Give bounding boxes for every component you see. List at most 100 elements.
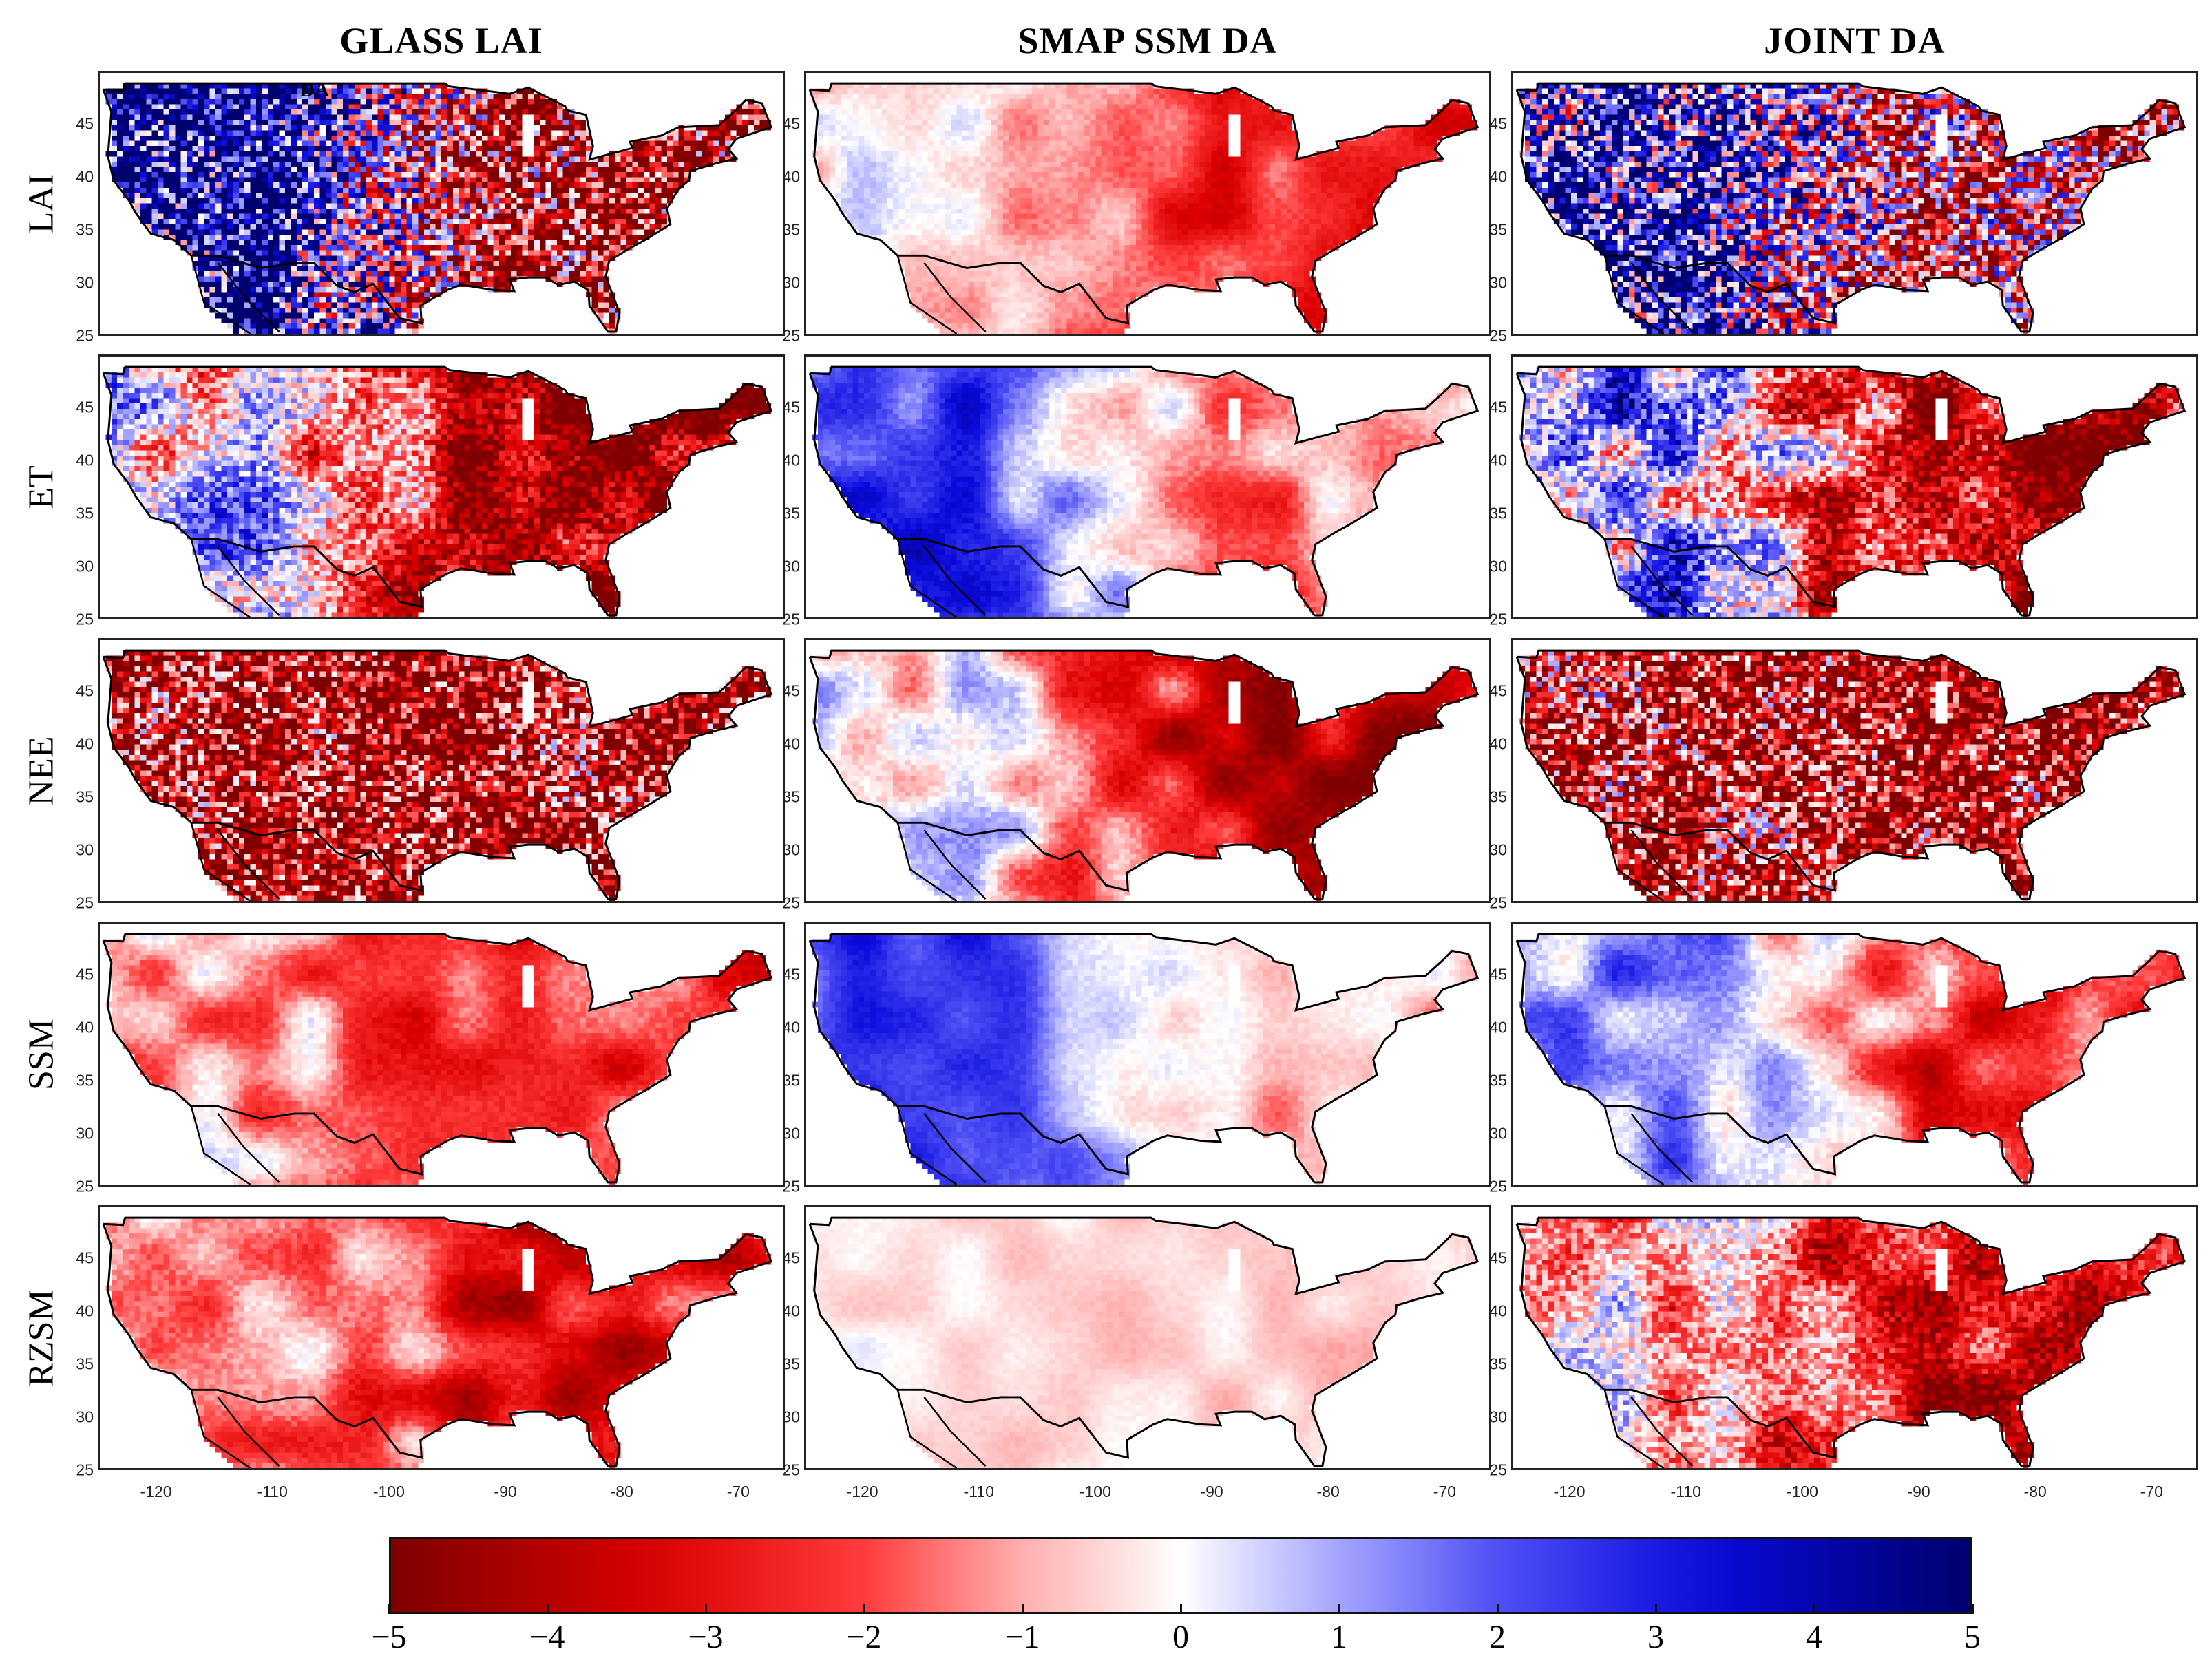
country-border: [102, 82, 773, 333]
x-tick-label: -80: [1316, 1483, 1340, 1500]
baja-coastline: [190, 822, 280, 901]
colorbar-tick-label: 1: [1331, 1619, 1347, 1655]
y-tick-label: 45: [1489, 114, 1507, 133]
y-tick-label: 35: [1489, 220, 1507, 239]
y-tick-label: 35: [76, 504, 94, 522]
colorbar-tick-label: 3: [1647, 1619, 1664, 1655]
baja-coastline: [1603, 1389, 1694, 1468]
country-border: [1515, 933, 2187, 1184]
y-tick-label: 40: [1489, 1018, 1507, 1037]
coastline-overlay: [1515, 1216, 2187, 1468]
y-tick-label: 30: [1489, 840, 1507, 859]
y-tick-label: 35: [782, 504, 800, 522]
y-tick-label: 25: [1489, 1177, 1507, 1196]
x-tick-label: -80: [2023, 1483, 2047, 1500]
y-tick-label: 25: [1489, 610, 1507, 628]
country-border: [808, 82, 1479, 333]
y-tick-label: 25: [782, 326, 800, 345]
y-tick-label: 40: [1489, 1302, 1507, 1320]
colorbar-tick: [1496, 1604, 1499, 1614]
country-border: [808, 933, 1479, 1184]
baja-coastline: [1603, 538, 1694, 617]
row-label-et: ET: [21, 465, 61, 509]
map-panel-nee-2: [1511, 638, 2198, 903]
x-tick-label: -70: [2140, 1483, 2163, 1500]
coastline-overlay: [808, 649, 1479, 901]
row-label-rzsm: RZSM: [21, 1288, 61, 1387]
map-panel-rzsm-0: [98, 1205, 785, 1470]
y-tick-label: 35: [1489, 1071, 1507, 1090]
country-border: [102, 365, 773, 617]
map-panel-ssm-1: [804, 922, 1491, 1187]
baja-coastline: [896, 538, 987, 617]
y-tick-label: 35: [76, 220, 94, 239]
country-border: [1515, 1216, 2187, 1467]
y-tick-label: 45: [76, 1249, 94, 1267]
coastline-overlay: [808, 933, 1479, 1185]
colorbar-tick-label: 2: [1489, 1619, 1506, 1655]
y-tick-label: 45: [1489, 965, 1507, 984]
y-tick-label: 25: [782, 893, 800, 912]
x-tick-label: -90: [1907, 1483, 1930, 1500]
baja-coastline: [1603, 822, 1694, 901]
y-tick-label: 30: [1489, 557, 1507, 575]
y-tick-label: 35: [76, 787, 94, 806]
map-panel-lai-0: DA: [98, 71, 785, 336]
country-border: [102, 649, 773, 900]
country-border: [808, 365, 1479, 617]
y-tick-label: 30: [76, 840, 94, 859]
colorbar-tick: [388, 1604, 390, 1614]
y-tick-label: 25: [76, 1177, 94, 1196]
y-tick-label: 40: [76, 167, 94, 186]
y-tick-label: 30: [1489, 1408, 1507, 1426]
y-tick-label: 45: [782, 114, 800, 133]
baja-coastline: [896, 255, 987, 334]
y-tick-label: 45: [76, 681, 94, 700]
y-tick-label: 25: [782, 1177, 800, 1196]
y-tick-label: 45: [782, 1249, 800, 1267]
colorbar-gradient: [391, 1539, 1970, 1612]
x-tick-label: -100: [372, 1483, 405, 1500]
baja-coastline: [896, 1105, 987, 1185]
baja-coastline: [190, 1105, 280, 1185]
x-tick-label: -100: [1786, 1483, 1818, 1500]
y-tick-label: 45: [782, 965, 800, 984]
map-panel-et-0: [98, 354, 785, 619]
y-tick-label: 30: [76, 1124, 94, 1143]
colorbar-tick: [1021, 1604, 1024, 1614]
colorbar-tick: [863, 1604, 865, 1614]
y-tick-label: 25: [76, 893, 94, 912]
row-label-ssm: SSM: [21, 1018, 61, 1090]
baja-coastline: [896, 1389, 987, 1468]
coastline-overlay: [102, 649, 773, 901]
column-title-glass-lai: GLASS LAI: [339, 20, 543, 61]
coastline-overlay: [102, 933, 773, 1185]
x-tick-label: -120: [140, 1483, 172, 1500]
x-tick-label: -80: [610, 1483, 633, 1500]
y-tick-label: 30: [782, 273, 800, 292]
map-panel-rzsm-2: [1511, 1205, 2198, 1470]
y-tick-label: 35: [782, 1355, 800, 1373]
y-tick-label: 25: [76, 610, 94, 628]
y-tick-label: 40: [76, 1018, 94, 1037]
y-tick-label: 30: [76, 557, 94, 575]
y-tick-label: 40: [782, 1018, 800, 1037]
coastline-overlay: [1515, 933, 2187, 1185]
colorbar-tick: [1179, 1604, 1182, 1614]
y-tick-label: 45: [782, 398, 800, 416]
y-tick-label: 35: [1489, 787, 1507, 806]
y-tick-label: 25: [1489, 326, 1507, 345]
column-title-joint-da: JOINT DA: [1764, 20, 1946, 61]
y-tick-label: 45: [1489, 1249, 1507, 1267]
x-tick-label: -70: [1433, 1483, 1456, 1500]
colorbar-tick-label: −4: [529, 1619, 565, 1655]
map-panel-lai-2: [1511, 71, 2198, 336]
x-tick-label: -110: [963, 1483, 994, 1500]
column-title-smap-ssm-da: SMAP SSM DA: [1018, 20, 1278, 61]
colorbar-tick-label: −2: [846, 1619, 882, 1655]
colorbar-tick: [546, 1604, 549, 1614]
colorbar-tick-label: −3: [688, 1619, 724, 1655]
y-tick-label: 35: [782, 787, 800, 806]
y-tick-label: 35: [782, 220, 800, 239]
baja-coastline: [1603, 255, 1694, 334]
